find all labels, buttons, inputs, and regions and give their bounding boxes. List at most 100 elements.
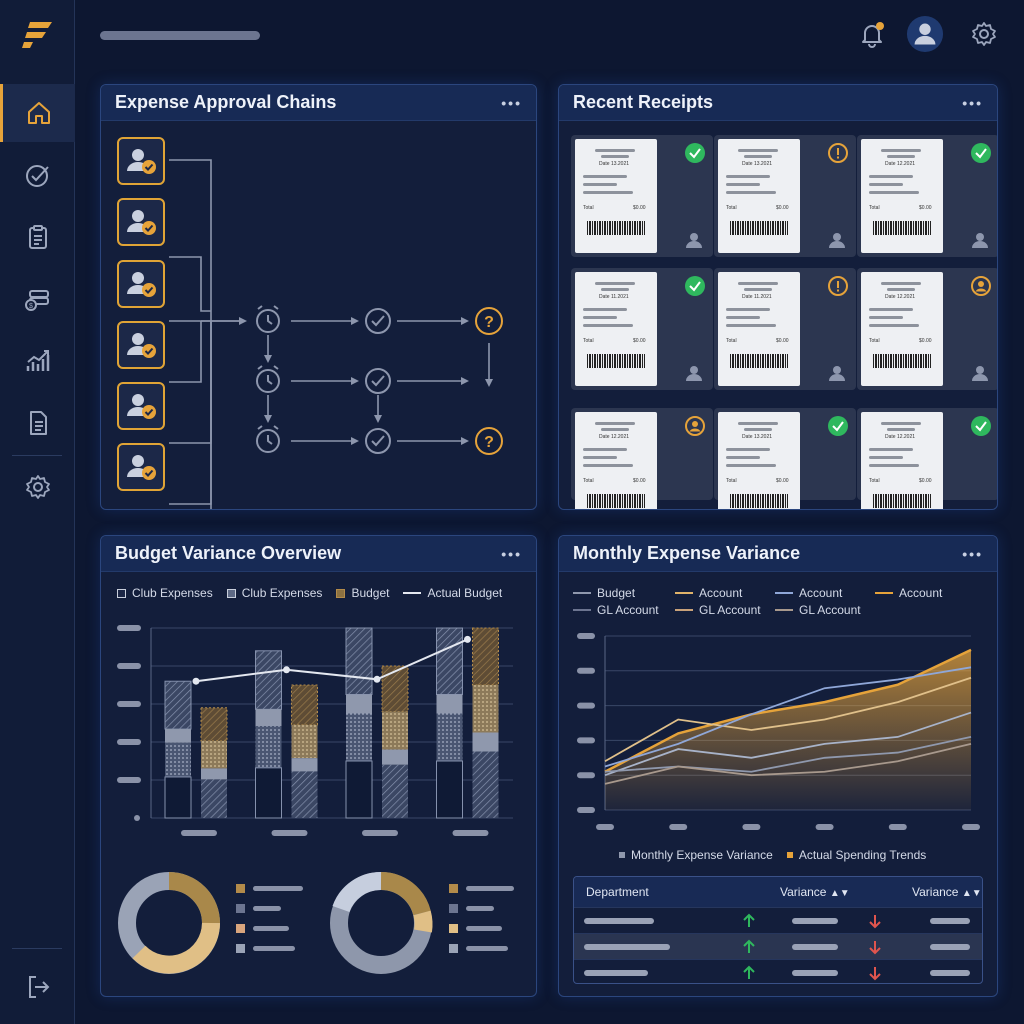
legend-item[interactable]: Account — [775, 586, 842, 600]
legend-item[interactable]: Club Expenses — [226, 586, 322, 600]
sidebar-item-reports[interactable] — [0, 332, 75, 390]
actual-budget-point[interactable] — [283, 666, 290, 674]
bar-segment[interactable] — [382, 764, 408, 818]
column-header-variance-2[interactable]: Variance ▲▼ — [912, 885, 982, 899]
approver-button[interactable] — [117, 321, 165, 369]
more-options-button[interactable]: ••• — [962, 545, 983, 562]
bar-segment[interactable] — [255, 767, 282, 819]
approver-button[interactable] — [117, 443, 165, 491]
sidebar-item-expenses[interactable]: $ — [0, 270, 75, 328]
bar-segment[interactable] — [164, 776, 192, 819]
more-options-button[interactable]: ••• — [501, 545, 522, 562]
actual-budget-point[interactable] — [373, 675, 381, 683]
bar-segment[interactable] — [201, 768, 227, 780]
legend-item[interactable]: Club Expenses — [117, 586, 213, 600]
column-header-variance[interactable]: Variance ▲▼ — [780, 885, 850, 899]
x-tick-label — [815, 824, 834, 830]
bar-segment[interactable] — [200, 707, 228, 742]
legend-item[interactable]: Budget — [573, 586, 635, 600]
receipt-card[interactable]: Date 13.2021 Total $0.00 — [714, 135, 856, 257]
approver-button[interactable] — [117, 137, 165, 185]
bar-segment[interactable] — [381, 665, 409, 713]
table-row[interactable] — [574, 907, 982, 933]
sidebar-item-home[interactable] — [0, 84, 75, 142]
bar-segment[interactable] — [346, 694, 372, 714]
approver-button[interactable] — [117, 198, 165, 246]
series-line[interactable] — [604, 711, 972, 777]
bar-segment[interactable] — [436, 627, 463, 695]
receipt-card[interactable]: Date 12.2021 Total $0.00 — [571, 408, 713, 509]
column-header-department[interactable]: Department — [586, 885, 649, 899]
series-line[interactable] — [604, 736, 972, 773]
legend-item[interactable]: Account — [875, 586, 942, 600]
legend-item[interactable]: Actual Budget — [403, 586, 502, 600]
more-options-button[interactable]: ••• — [501, 94, 522, 111]
notifications-button[interactable] — [853, 14, 891, 54]
legend-item[interactable]: GL Account — [775, 603, 861, 617]
bar-segment[interactable] — [291, 771, 318, 818]
receipt-card[interactable]: Date 12.2021 Total $0.00 — [857, 408, 997, 509]
legend-item[interactable]: Monthly Expense Variance — [619, 848, 773, 862]
bar-segment[interactable] — [165, 742, 191, 777]
more-options-button[interactable]: ••• — [962, 94, 983, 111]
bar-segment[interactable] — [382, 749, 408, 765]
bar-segment[interactable] — [201, 779, 227, 818]
sort-icon[interactable]: ▲▼ — [829, 888, 850, 899]
approver-button[interactable] — [117, 260, 165, 308]
sidebar-item-tasks[interactable] — [0, 208, 75, 266]
bar-segment[interactable] — [472, 751, 499, 819]
bar-segment[interactable] — [291, 684, 318, 726]
receipt-card[interactable]: Date 12.2021 Total $0.00 — [857, 268, 997, 390]
bar-group[interactable] — [255, 650, 318, 819]
legend-item[interactable]: Actual Spending Trends — [786, 848, 926, 862]
bar-segment[interactable] — [472, 627, 499, 686]
series-line[interactable] — [604, 676, 972, 763]
bar-segment[interactable] — [255, 726, 282, 768]
sidebar-item-approvals[interactable] — [0, 146, 75, 204]
bar-segment[interactable] — [382, 711, 408, 750]
bar-segment[interactable] — [472, 685, 499, 733]
bar-segment[interactable] — [345, 627, 373, 695]
bar-segment[interactable] — [165, 729, 191, 743]
series-line[interactable] — [604, 666, 972, 768]
actual-budget-point[interactable] — [464, 635, 471, 643]
receipt-card[interactable]: Date 13.2021 Total $0.00 — [714, 408, 856, 509]
actual-budget-point[interactable] — [192, 677, 200, 685]
bar-segment[interactable] — [255, 709, 282, 727]
bar-group[interactable] — [345, 627, 409, 819]
app-logo-icon[interactable] — [22, 20, 54, 50]
receipt-card[interactable]: Date 12.2021 Total $0.00 — [857, 135, 997, 257]
bar-segment[interactable] — [436, 713, 463, 762]
sort-icon[interactable]: ▲▼ — [961, 888, 982, 899]
sidebar-item-documents[interactable] — [0, 394, 75, 452]
legend-item[interactable]: GL Account — [675, 603, 761, 617]
sidebar-item-settings[interactable] — [0, 458, 75, 516]
bar-segment[interactable] — [436, 760, 463, 819]
bar-segment[interactable] — [346, 713, 372, 762]
table-row[interactable] — [574, 959, 982, 983]
bar-group[interactable] — [164, 680, 228, 819]
bar-segment[interactable] — [201, 740, 227, 769]
bar-segment[interactable] — [291, 724, 318, 759]
sidebar-item-logout[interactable] — [0, 958, 75, 1016]
bar-segment[interactable] — [436, 694, 463, 714]
legend-item[interactable]: Budget — [336, 586, 389, 600]
bar-segment[interactable] — [472, 732, 499, 752]
bar-segment[interactable] — [255, 650, 282, 710]
bar-segment[interactable] — [345, 760, 373, 819]
receipt-card[interactable]: Date 11.2021 Total $0.00 — [571, 268, 713, 390]
user-avatar-button[interactable] — [906, 14, 944, 54]
settings-button[interactable] — [965, 14, 1003, 54]
search-bar[interactable] — [100, 31, 260, 40]
bar-group[interactable] — [436, 627, 499, 819]
bar-segment[interactable] — [164, 680, 192, 730]
series-line[interactable] — [604, 648, 972, 773]
receipt-card[interactable]: Date 11.2021 Total $0.00 — [714, 268, 856, 390]
legend-item[interactable]: GL Account — [573, 603, 659, 617]
table-row[interactable] — [574, 933, 982, 959]
series-line[interactable] — [604, 743, 972, 785]
receipt-card[interactable]: Date 13.2021 Total $0.00 — [571, 135, 713, 257]
bar-segment[interactable] — [291, 758, 318, 772]
legend-item[interactable]: Account — [675, 586, 742, 600]
approver-button[interactable] — [117, 382, 165, 430]
